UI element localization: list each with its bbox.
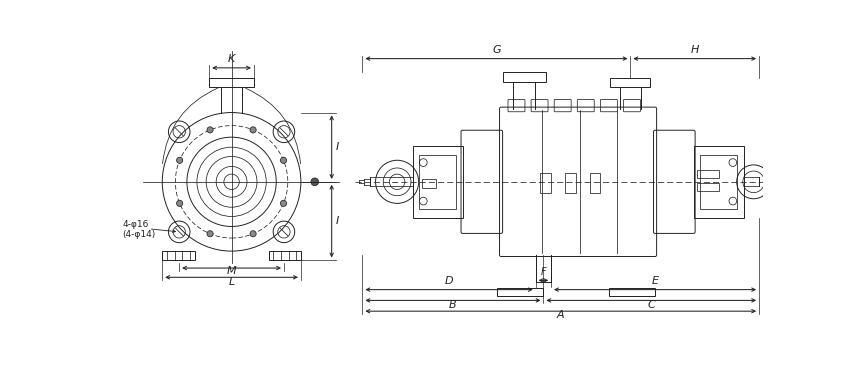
Bar <box>269 251 301 260</box>
Bar <box>590 173 600 192</box>
Circle shape <box>280 157 286 163</box>
Text: D: D <box>445 276 453 286</box>
Bar <box>610 78 650 87</box>
Circle shape <box>311 178 319 186</box>
Bar <box>565 173 575 192</box>
Text: 4-φ16: 4-φ16 <box>122 220 149 229</box>
Text: A: A <box>557 310 564 320</box>
Text: I: I <box>336 142 339 152</box>
Bar <box>162 251 195 260</box>
Circle shape <box>250 231 256 237</box>
Text: E: E <box>652 276 659 286</box>
Text: M: M <box>227 266 236 276</box>
Text: K: K <box>228 54 235 64</box>
Bar <box>694 145 744 218</box>
Circle shape <box>280 200 286 206</box>
Bar <box>700 155 738 209</box>
Bar <box>497 288 543 296</box>
Text: G: G <box>492 45 501 55</box>
Circle shape <box>207 127 213 133</box>
Text: I: I <box>336 216 339 226</box>
Bar <box>697 170 719 178</box>
Bar <box>419 155 456 209</box>
Bar <box>209 78 254 87</box>
Bar <box>502 72 546 82</box>
Text: F: F <box>541 267 547 277</box>
Text: B: B <box>449 300 456 310</box>
Bar <box>609 288 655 296</box>
Circle shape <box>177 157 183 163</box>
Bar <box>412 145 462 218</box>
Bar <box>541 173 551 192</box>
Text: C: C <box>648 300 655 310</box>
Text: L: L <box>229 276 235 286</box>
Text: (4-φ14): (4-φ14) <box>122 230 156 239</box>
Circle shape <box>250 127 256 133</box>
Text: H: H <box>690 45 699 55</box>
Circle shape <box>177 200 183 206</box>
Bar <box>697 184 719 191</box>
Circle shape <box>207 231 213 237</box>
Bar <box>422 179 435 188</box>
